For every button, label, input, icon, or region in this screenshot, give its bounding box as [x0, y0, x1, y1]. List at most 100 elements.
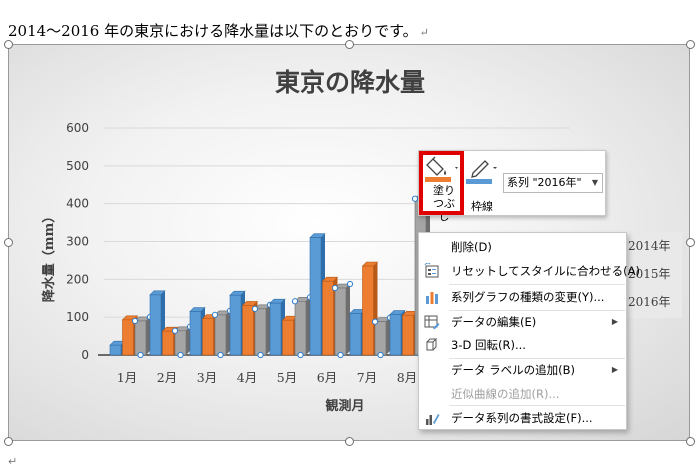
chart-title[interactable]: 東京の降水量: [275, 68, 425, 97]
menu-item-change-chart-type[interactable]: 系列グラフの種類の変更(Y)...: [419, 286, 626, 308]
selection-point[interactable]: [331, 284, 339, 292]
bar-2014年-5月[interactable]: [269, 302, 282, 356]
edit-data-icon: [424, 315, 440, 330]
bar-2015年-1月[interactable]: [122, 319, 134, 356]
fill-button[interactable]: 塗りつぶし: [421, 153, 461, 223]
resize-handle-top-left[interactable]: [4, 40, 13, 49]
document-intro-line: 2014～2016 年の東京における降水量は以下のとおりです。 ↵: [8, 20, 429, 41]
bar-2014年-8月[interactable]: [389, 314, 402, 356]
y-tick-label: 200: [66, 272, 89, 286]
bar-2014年-1月[interactable]: [109, 344, 122, 356]
bar-2014年-4月[interactable]: [229, 294, 242, 356]
bar-2014年-6月[interactable]: [309, 237, 322, 356]
paragraph-mark: ↵: [419, 26, 429, 39]
resize-handle-middle-left[interactable]: [4, 238, 13, 247]
x-tick-label: 6月: [317, 370, 337, 385]
resize-handle-top-right[interactable]: [686, 40, 695, 49]
bar-2015年-4月[interactable]: [242, 305, 254, 356]
menu-item-label: リセットしてスタイルに合わせる(A): [451, 264, 640, 278]
bar-2016年-7月[interactable]: [374, 321, 387, 356]
resize-handle-bottom-center[interactable]: [345, 437, 354, 446]
bar-2015年-8月[interactable]: [402, 314, 414, 356]
legend-entry-2015[interactable]: 2015年: [628, 267, 671, 281]
context-menu: 削除(D) リセットしてスタイルに合わせる(A) 系列グラフの種類の変更(Y).…: [418, 232, 640, 430]
bar-2015年-5月[interactable]: [282, 319, 294, 356]
reset-style-icon: [424, 263, 439, 278]
resize-handle-top-center[interactable]: [345, 40, 354, 49]
x-tick-label: 8月: [397, 370, 417, 385]
y-tick-label: 300: [66, 235, 89, 249]
submenu-arrow-icon: ▶: [611, 317, 618, 326]
bar-side[interactable]: [146, 316, 150, 355]
selection-point[interactable]: [131, 317, 139, 325]
bar-2016年-4月[interactable]: [254, 308, 267, 356]
selection-point[interactable]: [291, 298, 299, 305]
legend-area[interactable]: [626, 232, 682, 318]
selection-point[interactable]: [217, 351, 224, 359]
bar-2016年-1月[interactable]: [134, 320, 147, 356]
outline-label: 枠線: [471, 200, 493, 213]
menu-item-label: データの編集(E): [451, 315, 537, 329]
menu-item-label: データ系列の書式設定(F)...: [451, 411, 593, 425]
menu-item-delete[interactable]: 削除(D): [419, 236, 626, 258]
bar-2016年-2月[interactable]: [174, 330, 187, 356]
outline-button[interactable]: 枠線: [465, 155, 499, 215]
selection-point[interactable]: [297, 351, 304, 359]
bar-2016年-5月[interactable]: [294, 300, 307, 356]
bar-side[interactable]: [186, 326, 190, 355]
series-selector[interactable]: 系列 "2016年" ▼: [503, 173, 603, 193]
bar-side[interactable]: [386, 317, 390, 355]
menu-item-reset-style[interactable]: リセットしてスタイルに合わせる(A): [419, 260, 640, 282]
resize-handle-bottom-right[interactable]: [686, 437, 695, 446]
bar-2015年-6月[interactable]: [322, 280, 334, 356]
legend-entry-2014[interactable]: 2014年: [628, 239, 671, 253]
rotate-3d-icon: [426, 338, 438, 351]
selection-point[interactable]: [257, 351, 264, 359]
bar-2015年-3月[interactable]: [202, 318, 214, 356]
y-tick-label: 600: [66, 121, 89, 135]
fill-label: 塗りつぶし: [433, 184, 455, 223]
selection-point[interactable]: [251, 305, 259, 312]
bar-2014年-3月[interactable]: [189, 311, 202, 356]
selection-point[interactable]: [337, 351, 344, 359]
selection-point[interactable]: [346, 280, 354, 288]
chart-type-icon: [426, 292, 438, 304]
resize-handle-middle-right[interactable]: [686, 238, 695, 247]
menu-item-format-data-series[interactable]: データ系列の書式設定(F)...: [419, 407, 626, 429]
chevron-down-icon: ▼: [591, 178, 598, 187]
x-tick-label: 2月: [157, 370, 177, 385]
x-tick-label: 7月: [357, 370, 377, 385]
menu-item-label: 近似曲線の追加(R)...: [451, 387, 560, 401]
legend-entry-2016[interactable]: 2016年: [628, 295, 671, 309]
bar-2014年-2月[interactable]: [149, 294, 162, 356]
bar-2015年-2月[interactable]: [162, 330, 174, 356]
bar-side[interactable]: [266, 304, 270, 355]
selection-point[interactable]: [171, 327, 179, 334]
selection-point[interactable]: [137, 351, 144, 359]
series-selector-value: 系列 "2016年": [507, 176, 582, 189]
selection-point[interactable]: [211, 311, 219, 318]
selection-point[interactable]: [411, 195, 419, 202]
bar-2016年-6月[interactable]: [334, 287, 347, 356]
selection-point[interactable]: [371, 318, 379, 325]
menu-item-label: 系列グラフの種類の変更(Y)...: [451, 290, 605, 304]
bar-2015年-7月[interactable]: [362, 265, 374, 356]
selection-point[interactable]: [377, 351, 384, 359]
bar-side[interactable]: [226, 310, 230, 355]
selection-point[interactable]: [177, 351, 184, 359]
x-axis-title[interactable]: 観測月: [324, 398, 364, 414]
y-axis-title[interactable]: 降水量（mm）: [41, 210, 57, 303]
y-tick-label: 400: [66, 197, 89, 211]
bar-side[interactable]: [306, 297, 310, 355]
bar-2014年-7月[interactable]: [349, 313, 362, 356]
bar-2016年-3月[interactable]: [214, 314, 227, 356]
y-tick-label: 0: [81, 348, 89, 362]
menu-item-add-data-labels[interactable]: データ ラベルの追加(B) ▶: [419, 359, 626, 381]
menu-item-add-trendline: 近似曲線の追加(R)...: [419, 383, 626, 405]
menu-item-edit-data[interactable]: データの編集(E) ▶: [419, 311, 626, 333]
resize-handle-bottom-left[interactable]: [4, 437, 13, 446]
y-tick-label: 500: [66, 159, 89, 173]
bar-side[interactable]: [346, 284, 350, 355]
menu-item-3d-rotation[interactable]: 3-D 回転(R)...: [419, 334, 626, 356]
